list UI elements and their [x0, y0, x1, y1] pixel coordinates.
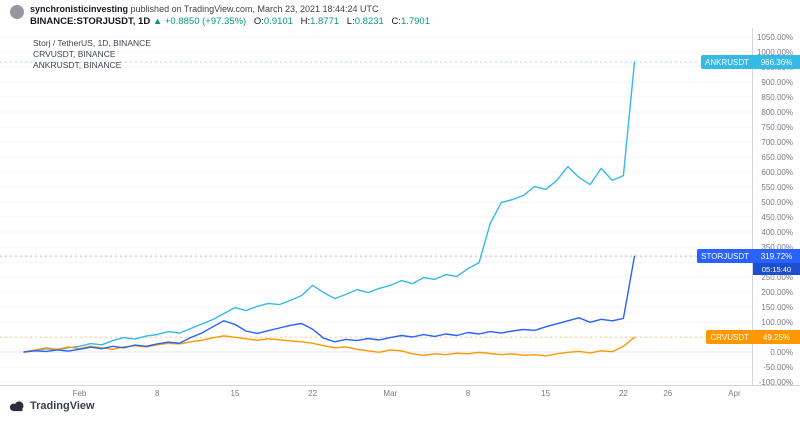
close-label: C: — [391, 16, 401, 27]
price-tick-label: 100.00% — [761, 318, 793, 327]
time-tick-label: 8 — [465, 389, 471, 398]
price-badge-storjusdt[interactable]: STORJUSDT 319.72% — [697, 249, 800, 263]
price-tick-label: 0.00% — [770, 348, 793, 357]
price-tick-label: 400.00% — [761, 228, 793, 237]
username[interactable]: synchronisticinvesting — [30, 4, 129, 14]
time-tick-label: 22 — [618, 389, 628, 398]
price-tick-label: 1000.00% — [756, 48, 793, 57]
time-tick-label: 15 — [541, 389, 551, 398]
change-value: +0.8850 (+97.35%) — [164, 16, 247, 27]
price-tick-label: -100.00% — [758, 378, 793, 387]
price-tick-label: 150.00% — [761, 303, 793, 312]
user-avatar[interactable] — [10, 5, 24, 19]
badge-value-label: 49.25% — [753, 330, 800, 344]
badge-value-label: 319.72% — [753, 249, 800, 263]
price-tick-label: 800.00% — [761, 108, 793, 117]
price-tick-label: 350.00% — [761, 243, 793, 252]
symbol-label[interactable]: BINANCE:STORJUSDT, 1D — [30, 16, 151, 27]
legend-item-ankr[interactable]: ANKRUSDT, BINANCE — [33, 60, 122, 70]
high-value: 1.8771 — [310, 16, 340, 27]
price-badge-ankrusdt[interactable]: ANKRUSDT 966.36% — [700, 55, 800, 69]
price-tick-label: 250.00% — [761, 273, 793, 282]
legend-item-crv[interactable]: CRVUSDT, BINANCE — [33, 49, 116, 59]
tradingview-logo[interactable]: TradingView — [8, 400, 95, 412]
time-tick-label: 8 — [154, 389, 160, 398]
price-tick-label: 450.00% — [761, 213, 793, 222]
tradingview-logo-text: TradingView — [30, 400, 95, 412]
price-tick-label: 900.00% — [761, 78, 793, 87]
price-tick-label: 600.00% — [761, 168, 793, 177]
badge-symbol-label: ANKRUSDT — [700, 55, 753, 69]
symbol-info-row: BINANCE:STORJUSDT, 1D ▲ +0.8850 (+97.35%… — [30, 16, 430, 27]
chart-canvas[interactable] — [0, 28, 753, 385]
price-tick-label: 850.00% — [761, 93, 793, 102]
price-tick-label: 200.00% — [761, 288, 793, 297]
time-tick-label: 22 — [308, 389, 318, 398]
price-tick-label: 500.00% — [761, 198, 793, 207]
up-arrow-icon: ▲ — [152, 16, 163, 27]
bar-countdown: 05:15:40 — [753, 263, 800, 275]
time-tick-label: 15 — [230, 389, 240, 398]
tradingview-cloud-icon — [9, 401, 24, 412]
time-tick-label: Feb — [72, 389, 87, 398]
low-label: L: — [346, 16, 355, 27]
price-badge-crvusdt[interactable]: CRVUSDT 49.25% — [706, 330, 800, 344]
badge-value-label: 966.36% — [753, 55, 800, 69]
high-label: H: — [300, 16, 311, 27]
time-tick-label: Apr — [728, 389, 741, 398]
badge-symbol-label: STORJUSDT — [697, 249, 753, 263]
published-text: published on TradingView.com, March 23, … — [130, 4, 379, 14]
price-tick-label: 650.00% — [761, 153, 793, 162]
time-tick-label: 26 — [663, 389, 673, 398]
price-tick-label: 700.00% — [761, 138, 793, 147]
price-tick-label: 750.00% — [761, 123, 793, 132]
low-value: 0.8231 — [354, 16, 384, 27]
open-label: O: — [253, 16, 264, 27]
byline: synchronisticinvesting published on Trad… — [30, 4, 379, 14]
open-value: 0.9101 — [263, 16, 293, 27]
price-tick-label: 1050.00% — [756, 33, 793, 42]
price-tick-label: -50.00% — [763, 363, 793, 372]
time-axis[interactable]: Feb 8 15 22 Mar 8 15 22 26 Apr — [0, 385, 800, 402]
price-tick-label: 550.00% — [761, 183, 793, 192]
legend-item-storj[interactable]: Storj / TetherUS, 1D, BINANCE — [33, 38, 151, 48]
chart-legend: Storj / TetherUS, 1D, BINANCE CRVUSDT, B… — [33, 38, 151, 71]
badge-symbol-label: CRVUSDT — [706, 330, 753, 344]
time-tick-label: Mar — [383, 389, 398, 398]
close-value: 1.7901 — [400, 16, 430, 27]
